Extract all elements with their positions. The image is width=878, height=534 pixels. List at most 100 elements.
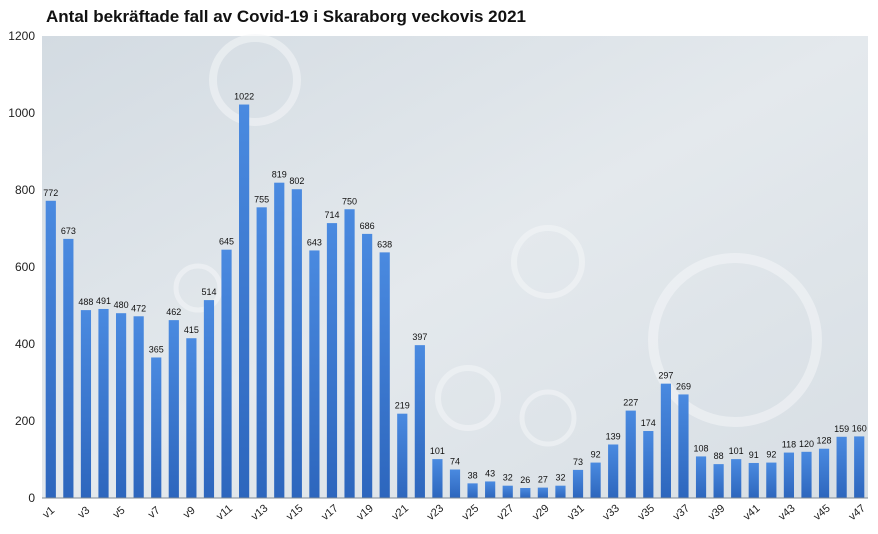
x-tick-label: v35	[636, 502, 657, 523]
data-label: 92	[766, 450, 776, 460]
x-tick-label: v47	[847, 502, 868, 523]
x-tick-label: v11	[214, 503, 235, 523]
x-tick-label: v23	[425, 502, 446, 523]
data-label: 772	[43, 188, 58, 198]
bar	[203, 300, 215, 498]
data-label: 159	[834, 424, 849, 434]
data-label: 92	[591, 450, 601, 460]
x-tick-label: v5	[111, 504, 128, 521]
data-label: 686	[360, 221, 375, 231]
data-label: 638	[377, 239, 392, 249]
data-label: 108	[694, 443, 709, 453]
data-label: 128	[817, 436, 832, 446]
bar	[362, 233, 373, 498]
bar	[239, 104, 250, 498]
bar	[133, 316, 144, 498]
data-label: 714	[324, 210, 339, 220]
data-label: 118	[782, 440, 796, 450]
bar	[590, 462, 601, 498]
x-tick-label: v1	[41, 504, 58, 521]
data-label: 219	[395, 401, 410, 411]
x-tick-label: v27	[495, 502, 516, 523]
bar	[713, 464, 724, 498]
y-tick-label: 200	[15, 414, 35, 428]
bar	[98, 308, 109, 498]
data-label: 673	[61, 226, 76, 236]
x-tick-label: v29	[530, 502, 551, 523]
data-label: 32	[555, 473, 565, 483]
x-tick-label: v33	[601, 502, 622, 523]
y-tick-label: 1000	[8, 106, 35, 120]
bar	[449, 469, 461, 498]
data-label: 819	[272, 170, 287, 180]
data-label: 750	[342, 196, 357, 206]
bar	[414, 345, 425, 498]
virus-decoration	[173, 34, 822, 447]
y-tick-label: 800	[15, 183, 35, 197]
data-label: 139	[606, 431, 621, 441]
plot-area	[42, 36, 868, 498]
bar	[520, 487, 531, 498]
bar	[555, 485, 566, 498]
data-label: 120	[799, 439, 814, 449]
data-label: 74	[450, 457, 460, 467]
data-label: 88	[714, 451, 724, 461]
data-label: 365	[149, 344, 164, 354]
bar	[783, 452, 795, 498]
data-label: 514	[201, 287, 216, 297]
bar	[256, 207, 267, 498]
bar	[643, 431, 654, 498]
bar	[801, 451, 812, 498]
bar	[80, 310, 92, 498]
bar	[537, 487, 548, 498]
x-tick-label: v7	[146, 504, 163, 521]
data-label: 645	[219, 237, 234, 247]
data-label: 227	[623, 398, 638, 408]
data-label: 38	[468, 470, 478, 480]
bar	[221, 249, 232, 498]
y-tick-label: 0	[28, 491, 35, 505]
bar	[63, 238, 74, 498]
data-label: 488	[78, 297, 93, 307]
x-tick-label: v41	[741, 502, 762, 523]
bar	[397, 413, 408, 498]
bar	[695, 456, 707, 498]
x-tick-label: v19	[355, 502, 376, 523]
data-label: 174	[641, 418, 656, 428]
bar	[115, 313, 127, 498]
data-label: 73	[573, 457, 583, 467]
data-label: 415	[184, 325, 199, 335]
data-label: 1022	[234, 92, 254, 102]
bar	[836, 436, 847, 498]
bar	[625, 410, 636, 498]
x-tick-label: v25	[460, 502, 481, 523]
bar	[678, 394, 689, 498]
bar	[748, 462, 759, 498]
bar	[467, 483, 478, 498]
x-tick-label: v31	[565, 502, 586, 523]
bar	[309, 250, 320, 498]
data-label: 491	[96, 296, 111, 306]
bar	[818, 448, 830, 498]
bars	[45, 104, 865, 499]
bar	[432, 459, 443, 498]
chart-title: Antal bekräftade fall av Covid-19 i Skar…	[46, 7, 526, 26]
data-label: 802	[289, 176, 304, 186]
bar	[274, 182, 285, 498]
bar	[766, 462, 777, 498]
bar	[326, 223, 338, 499]
bar	[291, 189, 302, 499]
data-label: 462	[166, 307, 181, 317]
bar	[379, 252, 390, 498]
data-label: 160	[852, 423, 867, 433]
x-tick-label: v21	[390, 502, 411, 523]
x-tick-label: v9	[181, 504, 198, 521]
bar	[731, 459, 742, 498]
data-label: 27	[538, 475, 548, 485]
bar	[572, 469, 584, 498]
y-tick-label: 600	[15, 260, 35, 274]
x-tick-label: v39	[706, 502, 727, 523]
data-label: 643	[307, 237, 322, 247]
